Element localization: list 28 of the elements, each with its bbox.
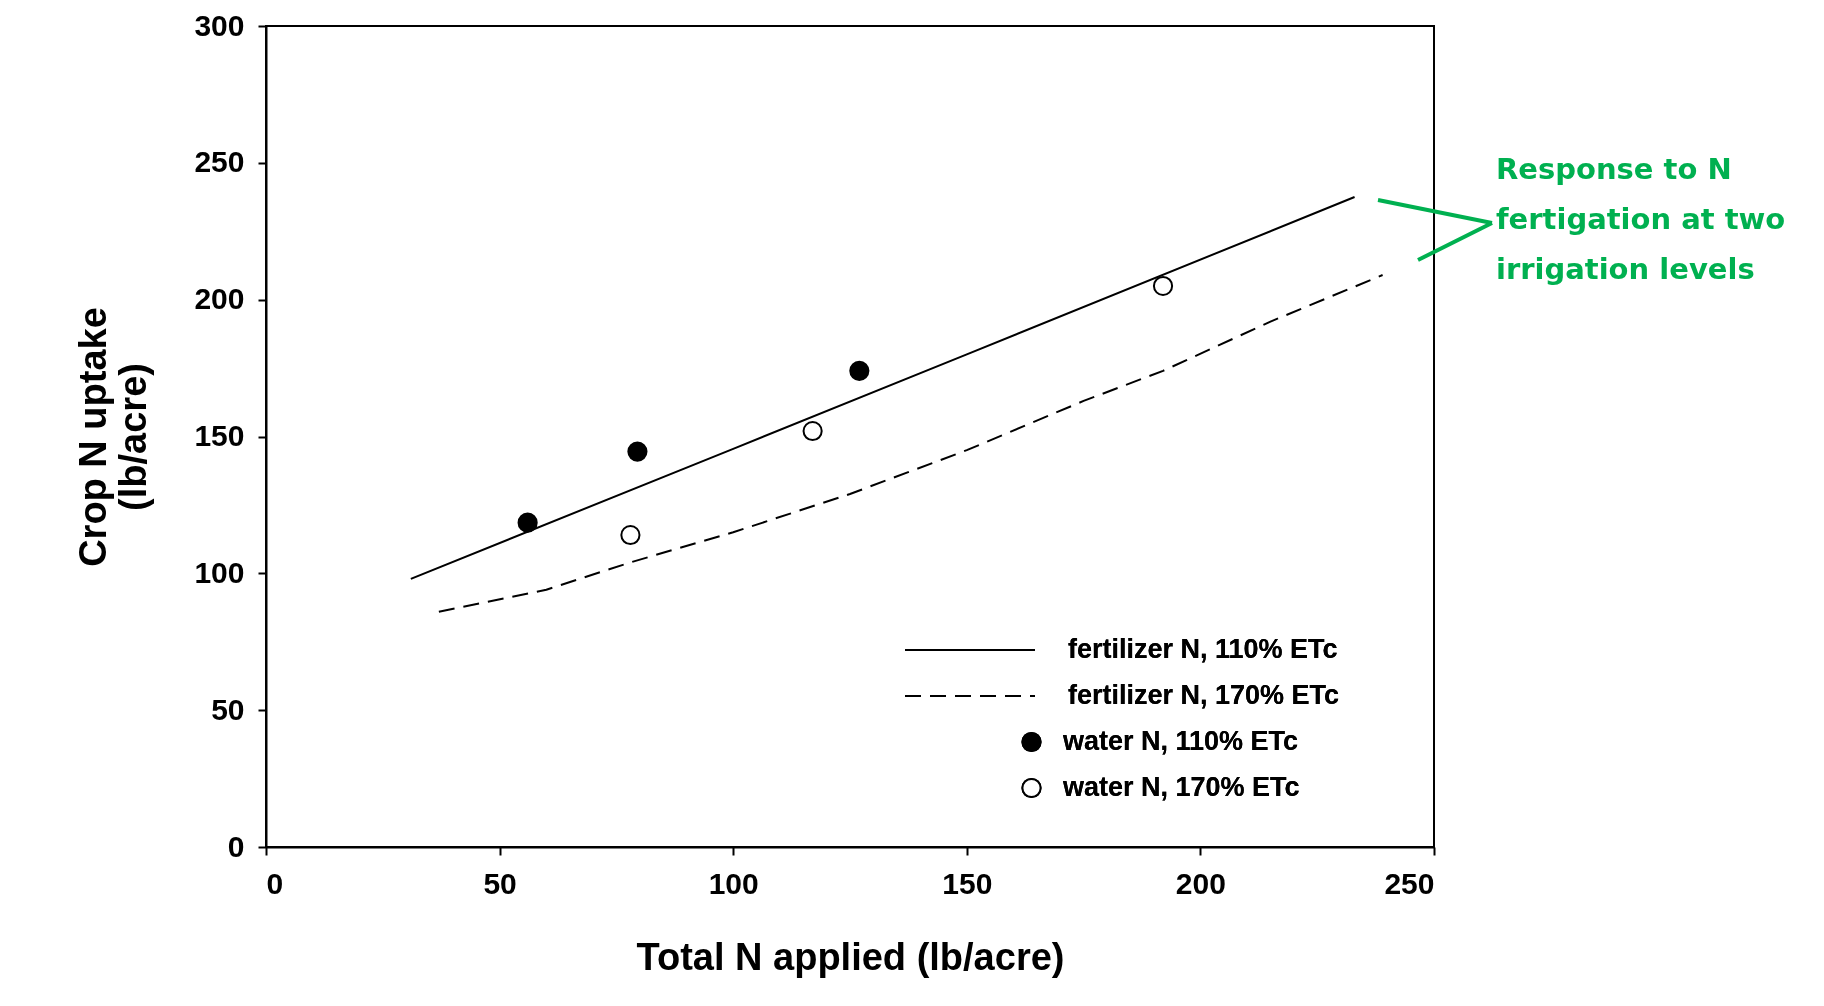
y-tick-label: 250 <box>194 145 245 179</box>
x-tick-label: 150 <box>942 866 993 900</box>
y-tick-label: 0 <box>227 829 245 863</box>
line-series <box>409 196 1356 580</box>
legend-label: fertilizer N, 170% ETc <box>1068 680 1340 710</box>
y-tick-label: 300 <box>194 8 245 42</box>
legend-label: fertilizer N, 110% ETc <box>1068 634 1338 664</box>
y-tick-label: 100 <box>194 555 245 589</box>
text: Response to N fertigation at two irrigation levels <box>1496 152 1786 286</box>
point <box>1152 275 1174 297</box>
point <box>849 360 870 381</box>
x-tick-label: 50 <box>483 866 517 900</box>
point <box>802 420 823 442</box>
y-axis-title: Crop N uptake (lb/acre) <box>72 307 155 567</box>
legend-label: water N, 170% ETc <box>1062 772 1300 802</box>
line-series <box>437 274 1384 613</box>
x-tick-label: 250 <box>1384 866 1435 900</box>
point <box>620 524 641 546</box>
legend-label: water N, 110% ETc <box>1062 726 1299 756</box>
point <box>517 512 538 533</box>
x-axis-title: Total N applied (lb/acre) <box>636 935 1065 978</box>
y-tick-label: 150 <box>194 419 245 452</box>
y-tick-label: 200 <box>194 282 245 316</box>
x-tick-label: 100 <box>708 866 759 900</box>
y-tick-label: 50 <box>211 692 245 726</box>
x-tick-label: 200 <box>1175 866 1226 900</box>
x-tick-label: 0 <box>266 866 284 900</box>
point <box>627 441 648 462</box>
